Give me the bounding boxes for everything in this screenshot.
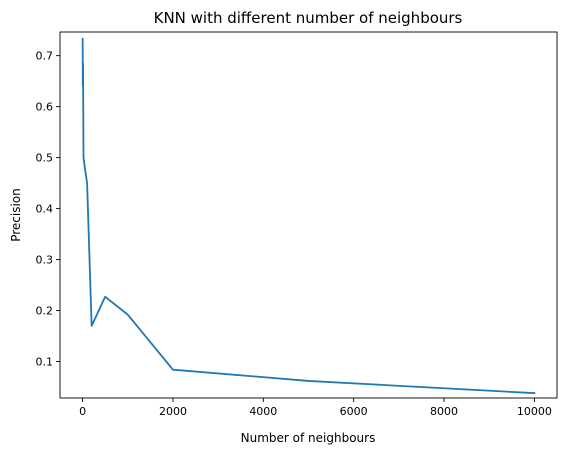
y-tick-label: 0.2 (36, 305, 54, 318)
y-tick-label: 0.3 (36, 254, 54, 267)
y-axis: 0.1 0.2 0.3 0.4 0.5 0.6 0.7 (36, 50, 60, 369)
y-tick-label: 0.1 (36, 356, 54, 369)
series-layer (81, 37, 536, 395)
series-line (81, 37, 536, 395)
x-tick-label: 6000 (340, 405, 368, 418)
x-tick-label: 10000 (517, 405, 552, 418)
x-axis-label: Number of neighbours (241, 431, 376, 445)
x-tick-label: 2000 (159, 405, 187, 418)
y-axis-label: Precision (9, 188, 23, 242)
x-tick-label: 4000 (249, 405, 277, 418)
y-tick-label: 0.5 (36, 152, 54, 165)
chart-title: KNN with different number of neighbours (154, 9, 463, 27)
y-tick-label: 0.7 (36, 50, 54, 63)
plot-frame (59, 31, 558, 399)
x-axis: 0 2000 4000 6000 8000 10000 (79, 398, 552, 418)
x-tick-label: 0 (79, 405, 86, 418)
y-tick-label: 0.6 (36, 101, 54, 114)
x-tick-label: 8000 (430, 405, 458, 418)
y-tick-label: 0.4 (36, 203, 54, 216)
plot-area (59, 31, 558, 399)
